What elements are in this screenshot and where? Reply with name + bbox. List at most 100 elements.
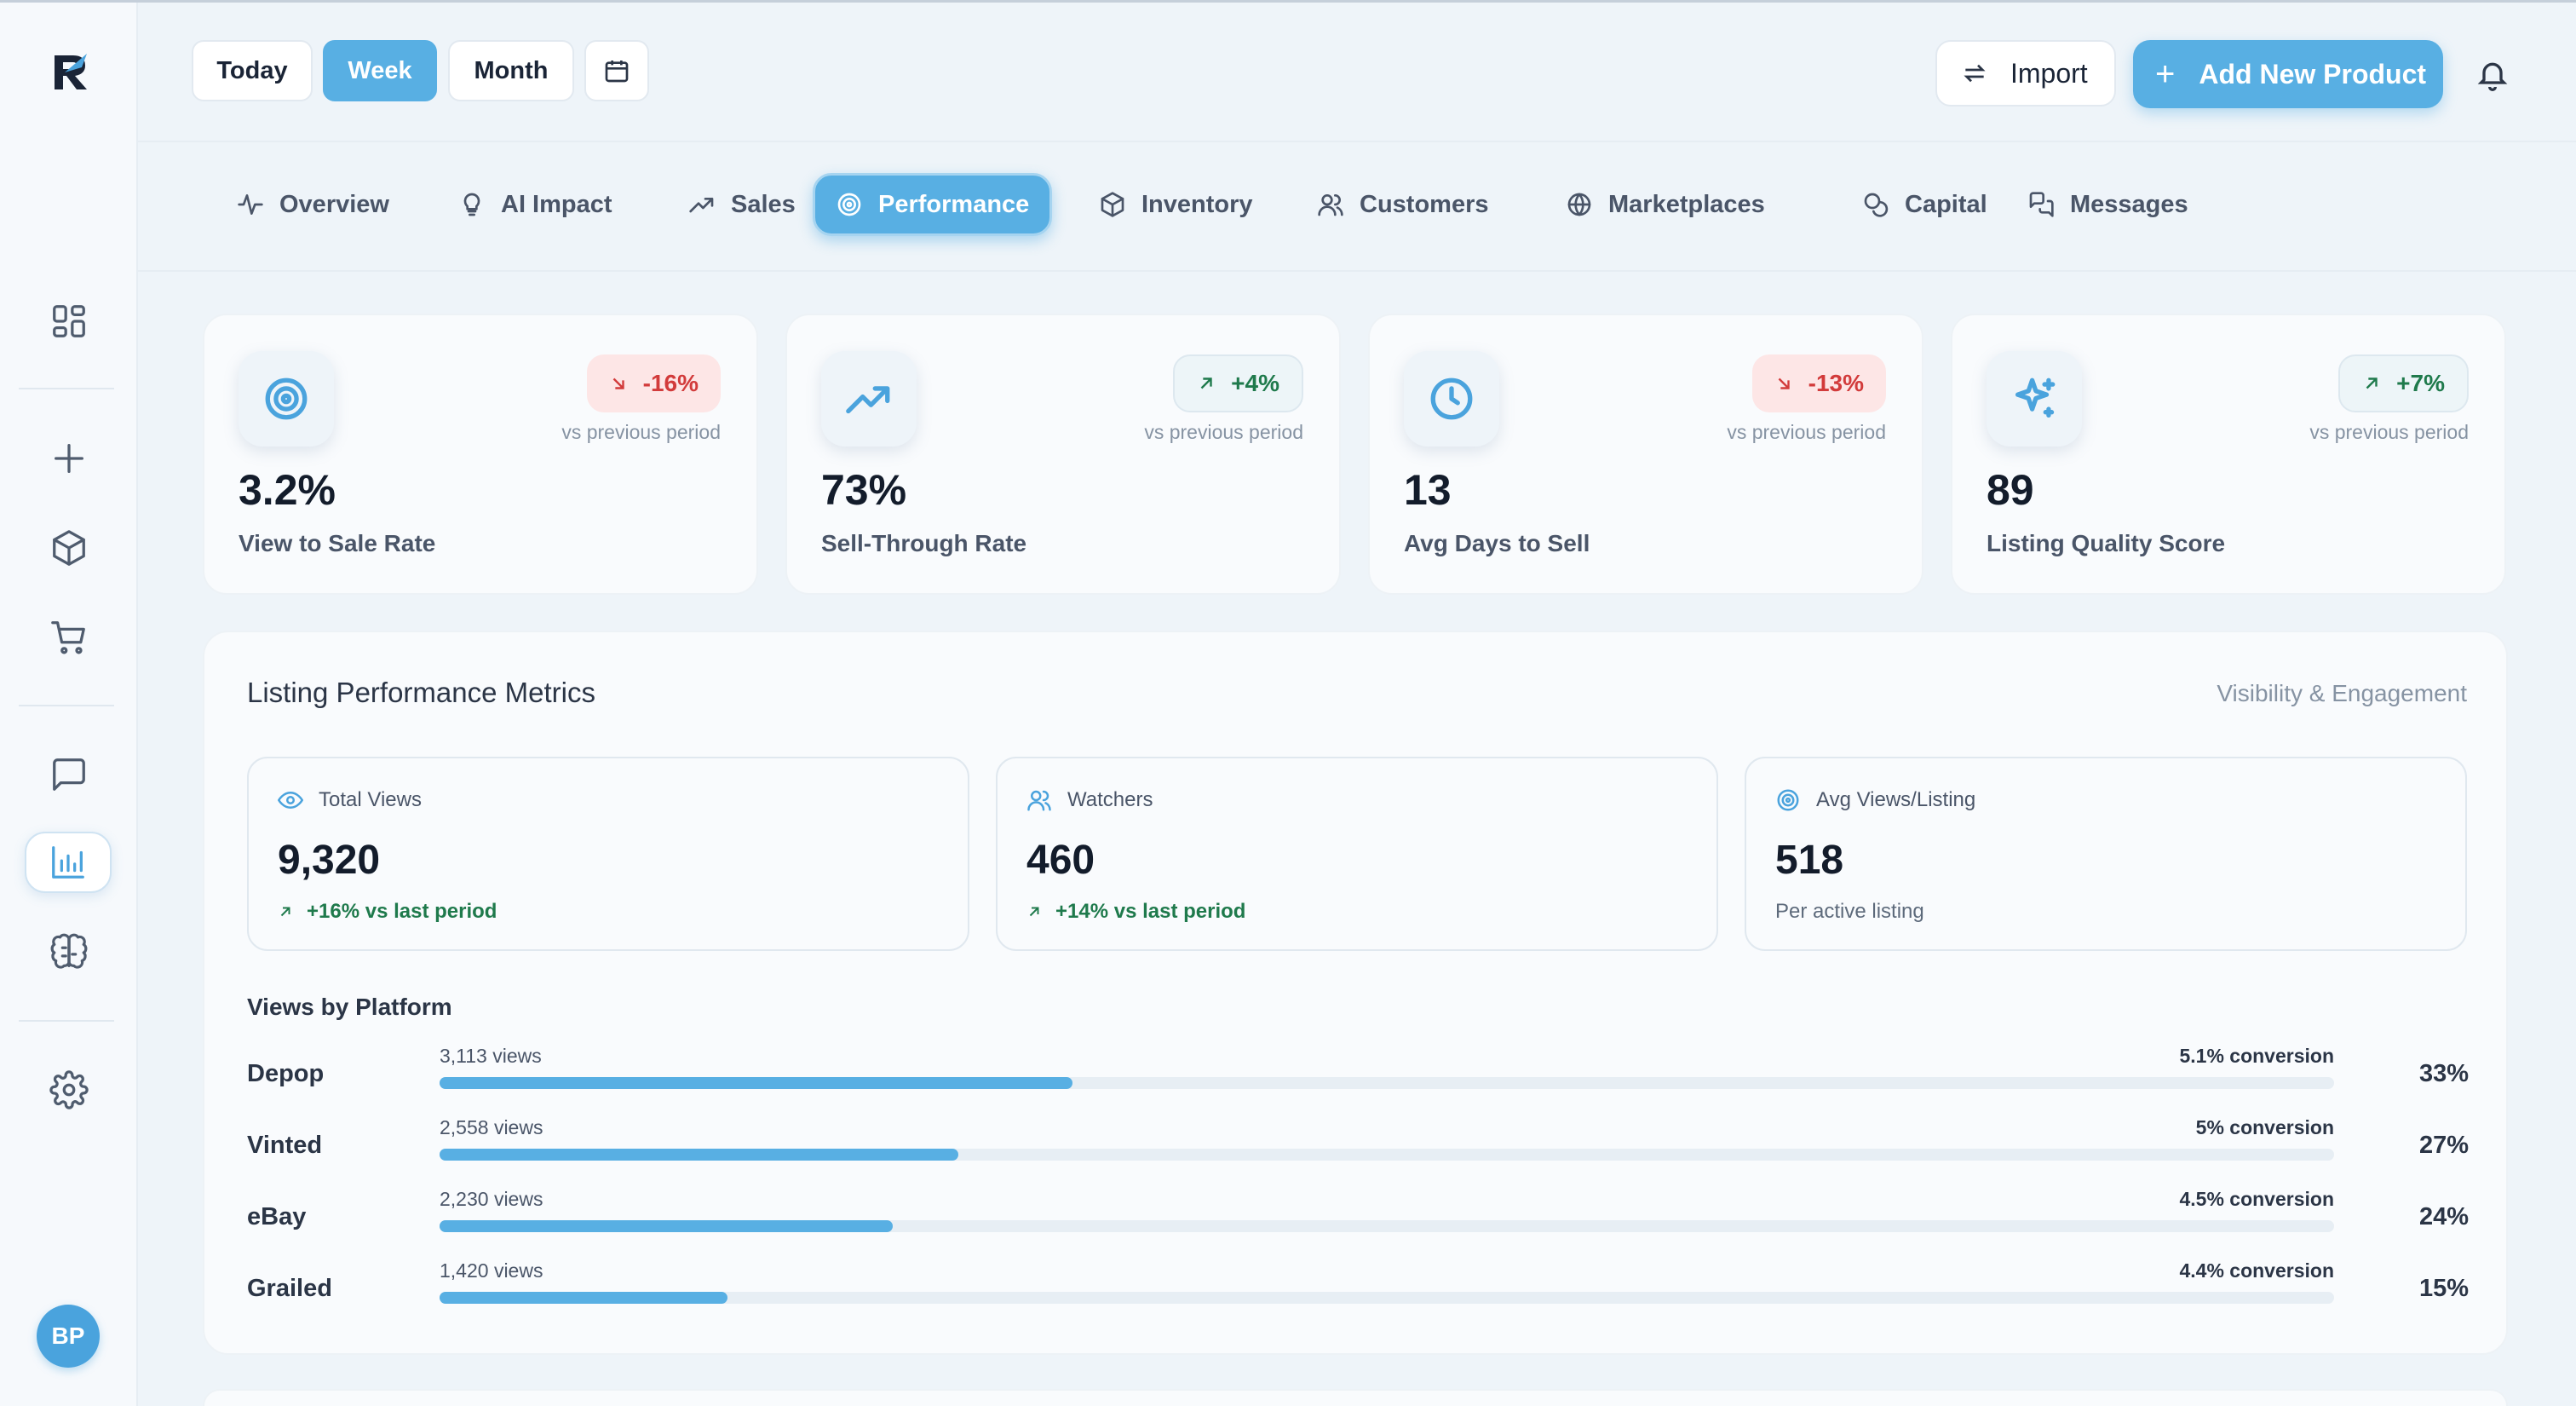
- sidebar-divider: [19, 705, 114, 706]
- package-icon: [1101, 192, 1124, 217]
- add-new-product-button[interactable]: + Add New Product: [2133, 40, 2443, 108]
- clock-icon: [1404, 351, 1499, 447]
- panel-title: Listing Performance Metrics: [247, 677, 595, 708]
- tab-label: Capital: [1905, 190, 1987, 218]
- plus-icon[interactable]: [43, 433, 95, 484]
- change-value: +4%: [1231, 370, 1279, 396]
- platform-share: 24%: [2418, 1203, 2469, 1230]
- bell-icon[interactable]: [2475, 57, 2510, 91]
- target-icon: [239, 351, 334, 447]
- import-label: Import: [2010, 57, 2088, 89]
- globe-icon: [1567, 193, 1591, 216]
- kpi-card-avg-days: -13% vs previous period 13 Avg Days to S…: [1368, 314, 1923, 595]
- platform-bar-track: [440, 1220, 2334, 1232]
- sidebar: BP: [0, 3, 138, 1406]
- platform-row-depop: Depop 3,113 views 5.1% conversion 33%: [247, 1040, 2469, 1111]
- import-button[interactable]: Import: [1935, 40, 2116, 107]
- calendar-button[interactable]: [584, 40, 649, 101]
- platform-bar-track: [440, 1149, 2334, 1161]
- change-badge: +4%: [1173, 354, 1303, 412]
- metric-card-watchers: Watchers 460 +14% vs last period: [996, 757, 1718, 951]
- platform-views: 2,230 views: [440, 1188, 543, 1210]
- platform-row-grailed: Grailed 1,420 views 4.4% conversion 15%: [247, 1254, 2469, 1326]
- platform-bar-fill: [440, 1292, 728, 1304]
- metric-card-total-views: Total Views 9,320 +16% vs last period: [247, 757, 969, 951]
- platform-name: Grailed: [247, 1275, 332, 1302]
- platform-bar-fill: [440, 1149, 959, 1161]
- platform-name: eBay: [247, 1203, 307, 1230]
- tab-label: Performance: [878, 190, 1030, 218]
- tab-label: Marketplaces: [1608, 190, 1765, 218]
- message-icon[interactable]: [43, 749, 95, 800]
- today-button[interactable]: Today: [192, 40, 313, 101]
- metric-change: +14% vs last period: [1026, 900, 1245, 924]
- kpi-card-quality-score: +7% vs previous period 89 Listing Qualit…: [1951, 314, 2506, 595]
- tab-sales[interactable]: Sales: [668, 173, 816, 236]
- package-icon[interactable]: [43, 522, 95, 573]
- change-badge: -13%: [1751, 354, 1886, 412]
- add-product-label: Add New Product: [2199, 58, 2427, 89]
- platform-bar-fill: [440, 1077, 1072, 1089]
- top-border: [0, 0, 2576, 3]
- metric-label: Watchers: [1067, 788, 1153, 811]
- platform-conversion: 5% conversion: [2195, 1116, 2334, 1138]
- week-button[interactable]: Week: [323, 40, 437, 101]
- platform-conversion: 4.4% conversion: [2179, 1259, 2334, 1282]
- sidebar-divider: [19, 1020, 114, 1022]
- activity-icon: [238, 194, 263, 215]
- tab-messages[interactable]: Messages: [2007, 173, 2209, 236]
- change-value: -13%: [1808, 370, 1864, 396]
- dashboard-nav-icon[interactable]: [43, 296, 95, 347]
- tab-capital[interactable]: Capital: [1842, 173, 2008, 236]
- platform-views: 3,113 views: [440, 1045, 542, 1067]
- tab-overview[interactable]: Overview: [216, 173, 410, 236]
- tab-performance[interactable]: Performance: [813, 173, 1053, 236]
- lightbulb-icon: [463, 193, 480, 216]
- app-logo[interactable]: [48, 50, 92, 95]
- sparkles-icon: [1987, 351, 2082, 447]
- tab-label: AI Impact: [501, 190, 612, 218]
- tab-label: Messages: [2070, 190, 2188, 218]
- platform-bar-track: [440, 1292, 2334, 1304]
- kpi-value: 13: [1404, 466, 1452, 514]
- calendar-icon: [605, 61, 629, 83]
- tab-label: Sales: [731, 190, 796, 218]
- kpi-card-view-to-sale: -16% vs previous period 3.2% View to Sal…: [203, 314, 758, 595]
- kpi-value: 73%: [821, 466, 907, 514]
- swap-icon: [1964, 64, 1986, 83]
- tab-label: Inventory: [1141, 190, 1253, 218]
- tab-ai-impact[interactable]: AI Impact: [438, 173, 633, 236]
- brain-icon[interactable]: [43, 927, 95, 978]
- platform-views: 2,558 views: [440, 1116, 543, 1138]
- tab-customers[interactable]: Customers: [1297, 173, 1509, 236]
- avatar[interactable]: BP: [37, 1305, 100, 1368]
- platform-name: Vinted: [247, 1132, 323, 1159]
- metric-value: 9,320: [278, 838, 381, 883]
- gear-icon[interactable]: [43, 1064, 95, 1115]
- sidebar-divider: [19, 388, 114, 389]
- tab-label: Overview: [279, 190, 389, 218]
- platform-conversion: 4.5% conversion: [2179, 1188, 2334, 1210]
- trending-up-icon: [821, 351, 917, 447]
- tab-inventory[interactable]: Inventory: [1078, 173, 1274, 236]
- platform-bar-fill: [440, 1220, 893, 1232]
- platform-row-vinted: Vinted 2,558 views 5% conversion 27%: [247, 1111, 2469, 1183]
- metric-change-text: +16% vs last period: [307, 900, 497, 923]
- metric-value: 460: [1026, 838, 1095, 883]
- cart-icon[interactable]: [43, 612, 95, 663]
- comparison-note: vs previous period: [1727, 421, 1886, 443]
- metric-value: 518: [1775, 838, 1844, 883]
- comparison-note: vs previous period: [1144, 421, 1303, 443]
- arrow-down-right-icon: [1778, 377, 1790, 389]
- tab-bar: Overview AI Impact Sales Performance Inv…: [138, 141, 2576, 272]
- change-value: -16%: [642, 370, 699, 396]
- month-button[interactable]: Month: [448, 40, 574, 101]
- arrow-down-right-icon: [612, 377, 624, 389]
- metric-note: Per active listing: [1775, 900, 1924, 923]
- kpi-label: Listing Quality Score: [1987, 530, 2226, 556]
- arrow-up-right-icon: [2366, 377, 2378, 389]
- arrow-up-right-icon: [1200, 377, 1212, 389]
- metric-card-avg-views: Avg Views/Listing 518 Per active listing: [1745, 757, 2467, 951]
- tab-marketplaces[interactable]: Marketplaces: [1545, 173, 1785, 236]
- analytics-icon[interactable]: [25, 832, 112, 893]
